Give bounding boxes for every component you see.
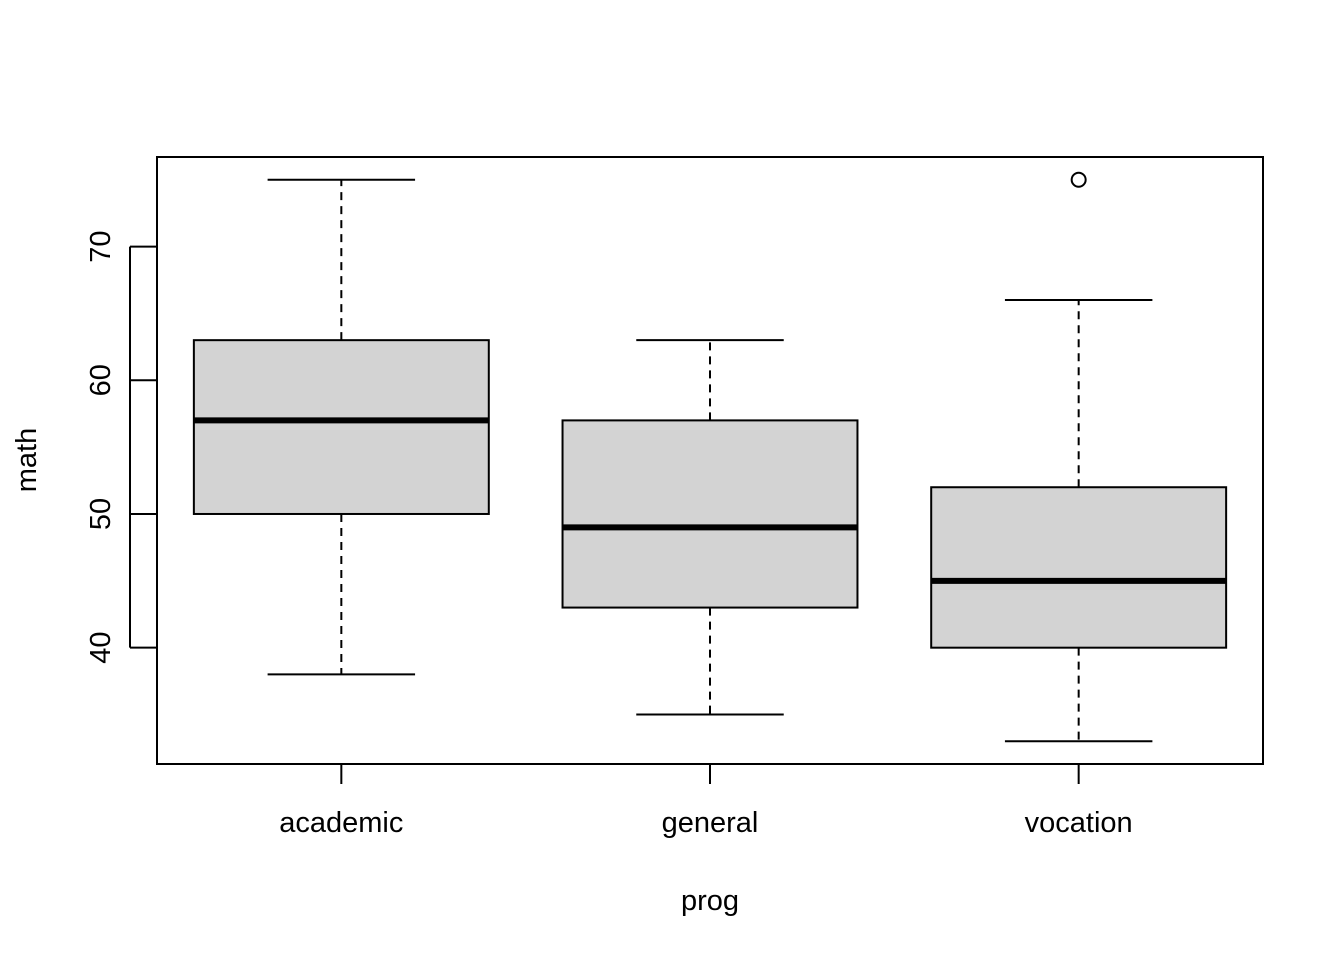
x-tick-label: academic xyxy=(279,807,403,839)
box-group-academic xyxy=(192,178,490,676)
y-tick-label: 70 xyxy=(85,230,117,262)
x-tick-label: vocation xyxy=(1025,807,1133,839)
y-tick-label: 50 xyxy=(85,498,117,530)
iqr-box xyxy=(930,486,1228,649)
x-axis: academic general vocation xyxy=(279,764,1133,839)
y-axis: 40 50 60 70 xyxy=(85,230,157,664)
iqr-box xyxy=(561,419,859,609)
x-axis-label: prog xyxy=(681,885,739,917)
y-tick-label: 40 xyxy=(85,632,117,664)
outlier-point xyxy=(1070,171,1087,188)
box-group-vocation xyxy=(930,171,1228,743)
y-tick-label: 60 xyxy=(85,364,117,396)
iqr-box xyxy=(192,339,490,515)
boxes-layer xyxy=(192,171,1228,743)
box-group-general xyxy=(561,339,859,716)
y-axis-label: math xyxy=(11,428,43,492)
x-tick-label: general xyxy=(662,807,759,839)
